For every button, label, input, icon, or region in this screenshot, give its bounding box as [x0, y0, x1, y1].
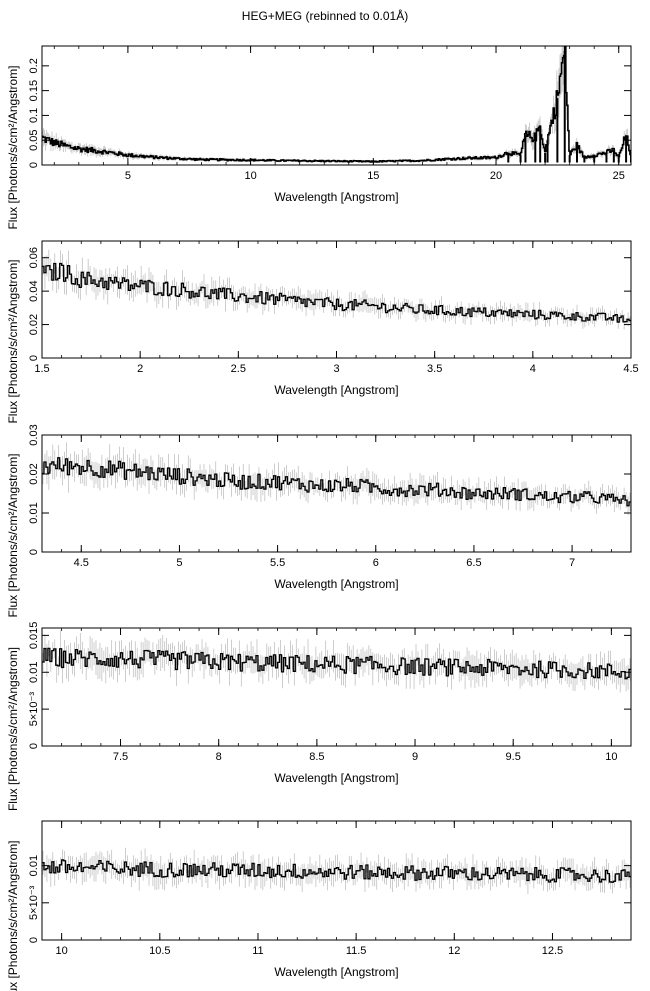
spectrum-line — [42, 46, 631, 163]
y-tick-label: 5×10⁻³ — [28, 692, 40, 727]
x-axis-label: Wavelength [Angstrom] — [274, 383, 398, 397]
y-tick-label: 0 — [28, 549, 40, 555]
x-axis-label: Wavelength [Angstrom] — [274, 965, 398, 979]
y-tick-label: 0.02 — [28, 463, 40, 484]
y-axis-label: Flux [Photons/s/cm²/Angstrom] — [6, 453, 20, 617]
y-tick-label: 0.15 — [28, 80, 40, 101]
y-tick-label: 0.03 — [28, 424, 40, 445]
y-tick-label: 0 — [28, 743, 40, 749]
x-tick-label: 3 — [333, 363, 339, 375]
y-tick-label: 0.01 — [28, 662, 40, 683]
plot-frame — [41, 45, 632, 166]
x-tick-label: 5 — [176, 557, 182, 569]
y-tick-label: 0 — [28, 937, 40, 943]
plot-frame — [41, 820, 632, 941]
spectrum-series — [42, 249, 631, 330]
x-tick-label: 7 — [569, 557, 575, 569]
x-tick-label: 2.5 — [231, 363, 246, 375]
spectrum-line — [42, 457, 631, 507]
error-bars — [42, 442, 631, 516]
y-tick-label: 0 — [28, 355, 40, 361]
y-tick-label: 0.01 — [28, 855, 40, 876]
x-tick-label: 15 — [367, 170, 379, 182]
chart-panel-5: 10 10.5 11 11.5 12 12.5 0 5×10⁻³ 0.01 Wavelength … — [6, 820, 632, 991]
x-tick-label: 4.5 — [623, 363, 638, 375]
y-axis-label: Flux [Photons/s/cm²/Angstrom] — [6, 65, 20, 229]
x-tick-label: 8 — [216, 751, 222, 763]
y-tick-label: 0.05 — [28, 129, 40, 150]
plot-frame — [41, 627, 632, 747]
chart-panel-3: 4.5 5 5.5 6 6.5 7 0 0.01 0.02 0.03 Wavelength [Ang… — [6, 424, 632, 618]
x-tick-label: 6 — [373, 557, 379, 569]
x-tick-label: 11 — [252, 945, 263, 957]
spectrum-series — [42, 847, 631, 895]
y-tick-label: 0.04 — [28, 280, 40, 301]
x-tick-label: 10 — [244, 170, 256, 182]
spectrum-line — [42, 647, 631, 680]
x-tick-label: 12 — [448, 945, 460, 957]
x-tick-label: 10 — [56, 945, 68, 957]
y-axis-label: Flux [Photons/s/cm²/Angstrom] — [6, 647, 20, 811]
chart-panel-2: 1.5 2 2.5 3 3.5 4 4.5 0 0.02 0.04 0.06 Wavelength [… — [6, 240, 639, 424]
spectrum-line — [42, 859, 631, 883]
x-axis-label: Wavelength [Angstrom] — [274, 577, 398, 591]
spectrum-series — [42, 46, 631, 163]
x-tick-label: 8.5 — [309, 751, 324, 763]
x-tick-label: 2 — [137, 363, 143, 375]
spectrum-series — [42, 630, 631, 693]
x-tick-label: 6.5 — [466, 557, 481, 569]
x-tick-label: 7.5 — [113, 751, 128, 763]
chart-panel-1: 5 10 15 20 25 0 0.05 0.1 0.15 0.2 Wavelength [Angs… — [6, 45, 632, 230]
x-tick-label: 4 — [530, 363, 536, 375]
x-tick-label: 25 — [613, 170, 625, 182]
error-bars — [42, 249, 631, 330]
x-tick-label: 5 — [125, 170, 131, 182]
y-tick-label: 0.2 — [28, 58, 40, 73]
y-tick-label: 0.02 — [28, 314, 40, 335]
x-axis-label: Wavelength [Angstrom] — [274, 771, 398, 785]
x-tick-label: 9.5 — [506, 751, 521, 763]
spectrum-line — [42, 262, 631, 323]
x-tick-label: 1.5 — [34, 363, 49, 375]
x-tick-label: 5.5 — [270, 557, 285, 569]
figure-title: HEG+MEG (rebinned to 0.01Å) — [241, 9, 409, 23]
y-axis-label: Flux [Photons/s/cm²/Angstrom] — [6, 259, 20, 423]
y-tick-label: 0.1 — [28, 108, 40, 123]
x-tick-label: 11.5 — [346, 945, 367, 957]
y-axis-label: Flux [Photons/s/cm²/Angstrom] — [6, 840, 20, 991]
x-tick-label: 10 — [605, 751, 617, 763]
x-tick-label: 4.5 — [74, 557, 89, 569]
spectrum-series — [42, 442, 631, 516]
y-tick-label: 0 — [28, 162, 40, 168]
x-tick-label: 20 — [490, 170, 502, 182]
x-tick-label: 12.5 — [542, 945, 563, 957]
chart-panel-4: 7.5 8 8.5 9 9.5 10 0 5×10⁻³ 0.01 0.015 Wavelength … — [6, 622, 632, 811]
y-tick-label: 0.06 — [28, 247, 40, 268]
y-tick-label: 0.01 — [28, 502, 40, 523]
x-tick-label: 10.5 — [149, 945, 170, 957]
plot-frame — [41, 434, 632, 553]
error-bars — [42, 630, 631, 693]
error-bars — [42, 847, 631, 895]
x-tick-label: 9 — [412, 751, 418, 763]
y-tick-label: 0.015 — [28, 622, 40, 650]
x-tick-label: 3.5 — [427, 363, 442, 375]
y-tick-label: 5×10⁻³ — [28, 885, 40, 920]
x-axis-label: Wavelength [Angstrom] — [274, 190, 398, 204]
